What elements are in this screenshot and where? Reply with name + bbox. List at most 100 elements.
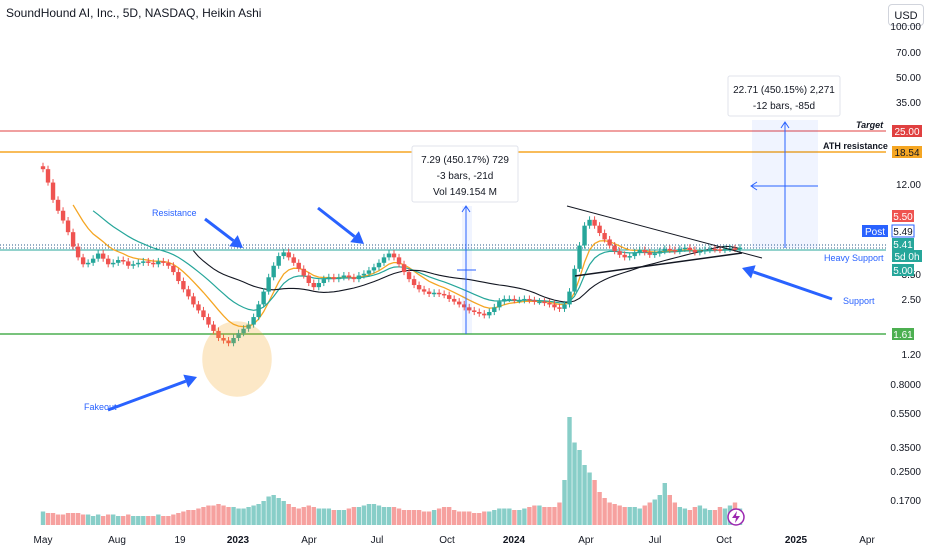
candle-body bbox=[331, 277, 337, 280]
volume-bar bbox=[577, 450, 582, 525]
volume-bar bbox=[411, 510, 417, 525]
volume-bar bbox=[181, 511, 186, 525]
time-axis-label: Jul bbox=[649, 535, 662, 546]
candle-body bbox=[356, 275, 362, 280]
volume-bar bbox=[421, 511, 427, 525]
candle-body bbox=[291, 257, 296, 263]
volume-layer bbox=[40, 417, 743, 525]
time-axis-label: Jul bbox=[371, 535, 384, 546]
price-axis-label: 2.50 bbox=[902, 295, 922, 306]
candle-body bbox=[151, 262, 156, 265]
volume-bar bbox=[171, 514, 176, 525]
candle-body bbox=[85, 262, 91, 265]
candle-body bbox=[105, 258, 111, 265]
candle-body bbox=[456, 301, 462, 305]
candle-body bbox=[472, 310, 477, 313]
candle-body bbox=[572, 268, 577, 292]
candle-body bbox=[246, 324, 251, 329]
candle-body bbox=[281, 252, 286, 257]
candle-body bbox=[231, 337, 236, 344]
volume-bar bbox=[271, 495, 276, 525]
candle-body bbox=[527, 298, 532, 301]
candle-body bbox=[537, 301, 542, 304]
volume-bar bbox=[100, 516, 106, 525]
currency-button[interactable]: USD bbox=[888, 4, 924, 26]
volume-bar bbox=[456, 511, 462, 525]
candle-body bbox=[426, 291, 432, 294]
volume-bar bbox=[612, 504, 617, 525]
sma-slow-line bbox=[192, 245, 741, 303]
candle-body bbox=[191, 296, 196, 305]
volume-bar bbox=[562, 480, 567, 525]
candle-body bbox=[492, 307, 497, 313]
volume-bar bbox=[376, 505, 382, 525]
volume-bar bbox=[296, 508, 301, 525]
candle-body bbox=[411, 279, 417, 286]
candle-body bbox=[236, 333, 241, 338]
candle-body bbox=[507, 298, 512, 301]
target-measure-box-line: -12 bars, -85d bbox=[753, 101, 815, 112]
candle-body bbox=[502, 298, 507, 302]
candle-body bbox=[341, 275, 347, 278]
volume-bar bbox=[702, 508, 708, 525]
volume-bar bbox=[642, 505, 647, 525]
volume-bar bbox=[507, 508, 512, 525]
ath-resistance-label: ATH resistance bbox=[823, 141, 888, 151]
volume-bar bbox=[502, 508, 507, 525]
candle-body bbox=[602, 233, 607, 240]
candle-body bbox=[216, 330, 221, 338]
volume-bar bbox=[45, 513, 51, 525]
measure-box bbox=[411, 145, 519, 203]
volume-bar bbox=[90, 516, 96, 525]
candle-body bbox=[336, 277, 342, 280]
candle-body bbox=[396, 257, 402, 265]
candle-body bbox=[176, 272, 181, 282]
price-axis-label: 0.5500 bbox=[890, 409, 921, 420]
volume-bar bbox=[121, 516, 126, 525]
candle-body bbox=[637, 250, 642, 253]
measure-box-line: Vol 149.154 M bbox=[433, 187, 497, 198]
volume-bar bbox=[321, 508, 327, 525]
candle-body bbox=[276, 256, 281, 266]
target-horizontal-arrowhead bbox=[750, 181, 758, 191]
candle-body bbox=[146, 261, 151, 263]
volume-bar bbox=[136, 516, 141, 525]
candle-body bbox=[482, 313, 487, 316]
ath-price-tag bbox=[892, 146, 922, 158]
candle-body bbox=[391, 253, 397, 258]
volume-bar bbox=[396, 508, 402, 525]
volume-bar bbox=[487, 511, 492, 525]
candle-body bbox=[607, 239, 612, 246]
candle-body bbox=[707, 248, 713, 251]
volume-bar bbox=[341, 510, 347, 525]
volume-bar bbox=[712, 510, 718, 525]
support-price-tag bbox=[892, 264, 914, 276]
candle-body bbox=[587, 219, 592, 226]
volume-bar bbox=[722, 508, 728, 525]
time-axis-label: 2023 bbox=[227, 535, 250, 546]
time-axis-label: 19 bbox=[174, 535, 186, 546]
volume-bar bbox=[246, 507, 251, 525]
candle-body bbox=[562, 304, 567, 309]
candle-body bbox=[642, 250, 647, 253]
volume-bar bbox=[131, 516, 136, 525]
fakeout-arrow-head bbox=[183, 374, 197, 388]
candle-body bbox=[627, 256, 632, 258]
volume-bar bbox=[55, 514, 61, 525]
time-axis-label: Oct bbox=[716, 535, 732, 546]
volume-bar bbox=[652, 499, 657, 525]
volume-bar bbox=[547, 507, 552, 525]
candle-body bbox=[261, 291, 266, 305]
support-label: Support bbox=[843, 296, 875, 306]
volume-bar bbox=[75, 513, 81, 525]
price-axis-label: 0.3500 bbox=[890, 443, 921, 454]
volume-bar bbox=[356, 507, 362, 525]
support-price-tag-text: 5.00 bbox=[893, 266, 913, 277]
volume-bar bbox=[346, 508, 352, 525]
volume-bar bbox=[70, 513, 76, 525]
post-label-tag-text: Post bbox=[865, 227, 885, 238]
candle-body bbox=[672, 250, 678, 252]
volume-bar bbox=[597, 492, 602, 525]
ema-mid-line bbox=[92, 210, 741, 311]
